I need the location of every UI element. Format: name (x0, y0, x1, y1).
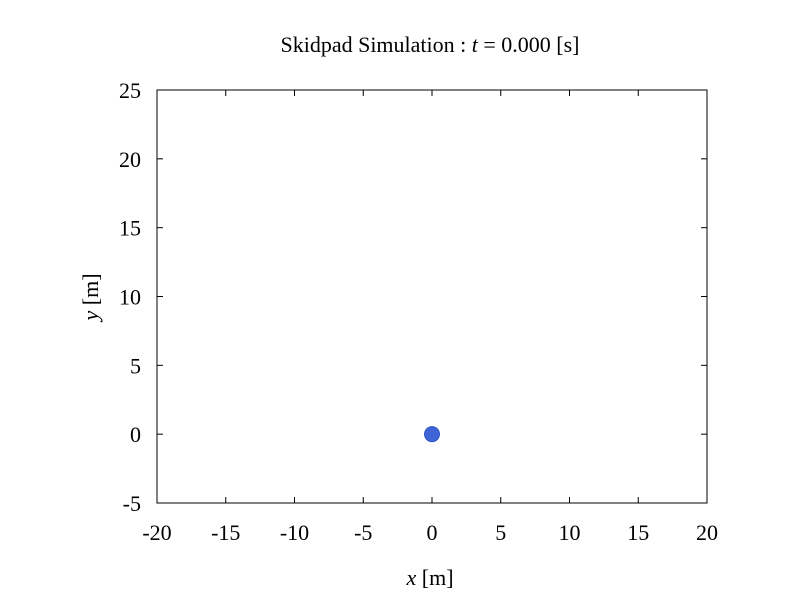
chart-title-suffix: = 0.000 [s] (478, 32, 580, 57)
x-tick-label: -10 (280, 520, 309, 545)
x-tick-label: -5 (354, 520, 372, 545)
chart-title: Skidpad Simulation : t = 0.000 [s] (280, 32, 579, 57)
car-position-point (424, 426, 440, 443)
y-tick-label: 10 (119, 285, 141, 310)
y-tick-label: 25 (119, 78, 141, 103)
x-tick-label: 15 (627, 520, 649, 545)
y-axis-label-unit: [m] (78, 273, 103, 310)
chart-title-variable: t (472, 32, 479, 57)
y-axis-label-variable: y (78, 311, 103, 323)
y-tick-label: -5 (123, 491, 141, 516)
x-tick-label: -15 (211, 520, 240, 545)
y-tick-label: 0 (130, 422, 141, 447)
x-axis-label-variable: x (405, 565, 416, 590)
x-axis-label-unit: [m] (416, 565, 453, 590)
y-axis-ticks: -5 0 5 10 15 20 25 (119, 78, 707, 516)
y-tick-label: 20 (119, 147, 141, 172)
y-tick-label: 5 (130, 353, 141, 378)
data-points (424, 426, 440, 443)
x-axis-label: x [m] (405, 565, 453, 590)
x-tick-label: 10 (559, 520, 581, 545)
y-axis-label: y [m] (78, 273, 103, 322)
x-tick-label: 20 (696, 520, 718, 545)
x-axis-ticks: -20 -15 -10 -5 0 5 10 15 20 (142, 90, 718, 545)
y-tick-label: 15 (119, 216, 141, 241)
x-tick-label: 5 (495, 520, 506, 545)
x-tick-label: -20 (142, 520, 171, 545)
chart-title-prefix: Skidpad Simulation : (280, 32, 471, 57)
x-tick-label: 0 (427, 520, 438, 545)
